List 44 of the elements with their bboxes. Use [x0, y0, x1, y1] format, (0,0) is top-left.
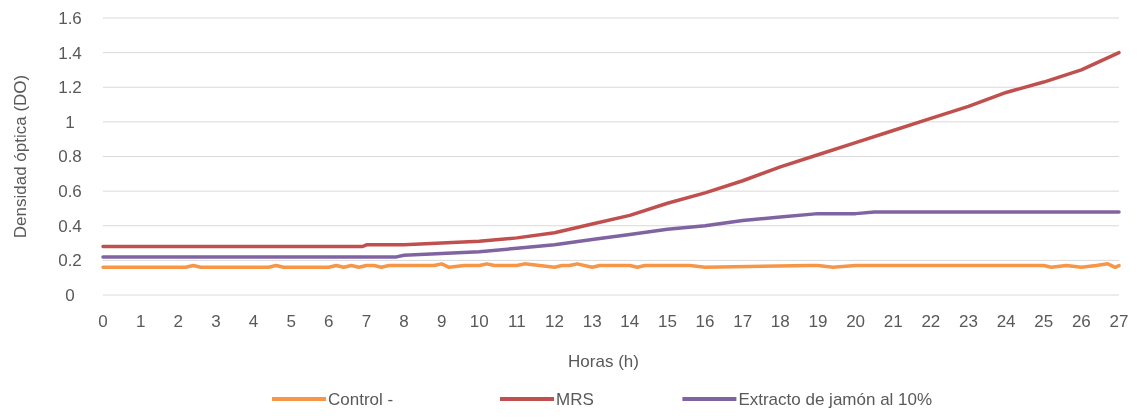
x-tick-label: 22: [921, 312, 941, 331]
y-tick-label: 1.6: [58, 8, 82, 28]
x-tick-label: 3: [211, 312, 221, 331]
x-tick-label: 15: [657, 312, 677, 331]
x-tick-label: 13: [582, 312, 602, 331]
x-tick-label: 20: [846, 312, 866, 331]
legend-label: Control -: [328, 390, 394, 409]
y-tick-label: 0.8: [58, 147, 82, 167]
y-tick-label: 0.2: [58, 251, 82, 271]
y-tick-label: 0.4: [58, 216, 82, 236]
y-tick-label: 0.6: [58, 182, 82, 202]
x-tick-label: 2: [173, 312, 183, 331]
x-tick-label: 12: [545, 312, 565, 331]
y-tick-label: 0: [65, 285, 75, 305]
y-tick-label: 1: [65, 112, 75, 132]
legend-label: MRS: [556, 390, 594, 409]
x-tick-label: 1: [135, 312, 146, 331]
x-tick-label: 9: [436, 312, 447, 331]
legend-label: Extracto de jamón al 10%: [738, 390, 933, 409]
x-axis-title: Horas (h): [568, 352, 639, 371]
x-tick-label: 6: [324, 312, 334, 331]
x-tick-label: 4: [248, 312, 259, 331]
line-series: [101, 210, 1121, 259]
x-tick-label: 17: [733, 312, 753, 331]
x-tick-label: 18: [770, 312, 790, 331]
x-tick-label: 24: [996, 312, 1016, 331]
x-tick-label: 23: [959, 312, 978, 331]
line-series: [101, 50, 1121, 249]
x-tick-label: 16: [695, 312, 715, 331]
x-tick-label: 7: [361, 312, 372, 331]
x-tick-label: 0: [98, 312, 108, 331]
y-tick-label: 1.4: [58, 43, 82, 63]
x-tick-label: 27: [1109, 312, 1129, 331]
x-tick-label: 5: [286, 312, 296, 331]
x-tick-label: 25: [1034, 312, 1054, 331]
y-axis-title: Densidad óptica (DO): [11, 74, 30, 239]
x-tick-label: 11: [508, 312, 526, 331]
x-tick-label: 10: [469, 312, 489, 331]
y-tick-label: 1.2: [58, 78, 82, 98]
x-tick-label: 8: [399, 312, 409, 331]
x-tick-label: 26: [1071, 312, 1091, 331]
x-tick-label: 14: [620, 312, 640, 331]
x-tick-label: 19: [808, 312, 828, 331]
x-tick-label: 21: [883, 312, 903, 331]
